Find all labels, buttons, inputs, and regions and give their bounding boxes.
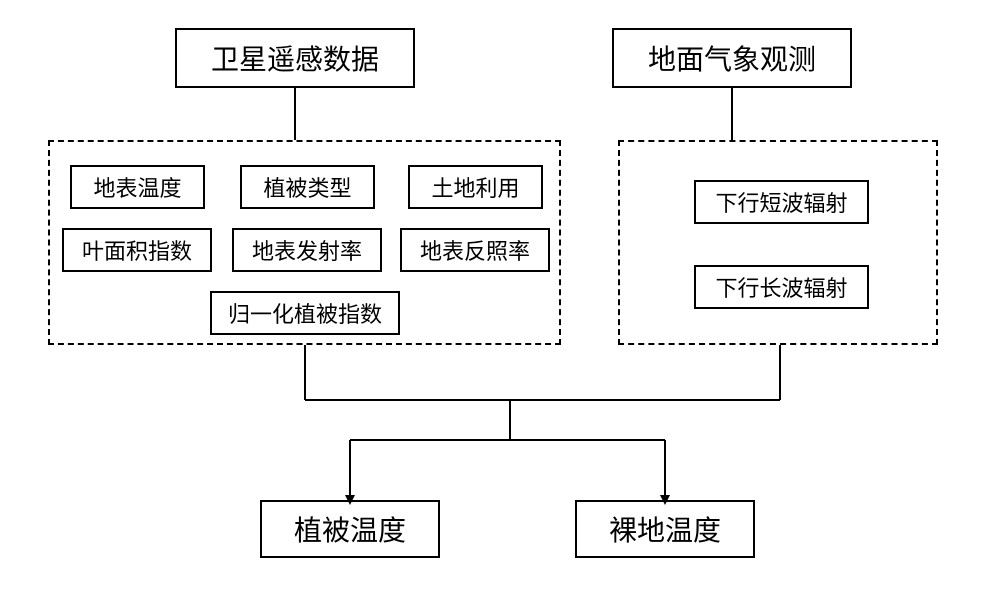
node-surface-emissivity: 地表发射率 xyxy=(232,228,382,272)
node-vegetation-temp: 植被温度 xyxy=(260,500,440,558)
node-ground-observation: 地面气象观测 xyxy=(612,28,852,88)
node-bare-soil-temp: 裸地温度 xyxy=(575,500,755,558)
node-label: 叶面积指数 xyxy=(82,234,192,266)
node-label: 卫星遥感数据 xyxy=(211,38,379,78)
node-label: 地表发射率 xyxy=(252,234,362,266)
node-vegetation-type: 植被类型 xyxy=(240,165,375,209)
node-label: 植被温度 xyxy=(294,509,406,549)
node-longwave-radiation: 下行长波辐射 xyxy=(694,265,869,309)
node-label: 裸地温度 xyxy=(609,509,721,549)
node-shortwave-radiation: 下行短波辐射 xyxy=(694,180,869,224)
node-surface-temp: 地表温度 xyxy=(70,165,205,209)
node-label: 下行长波辐射 xyxy=(715,271,847,303)
node-label: 归一化植被指数 xyxy=(228,297,382,329)
node-label: 地面气象观测 xyxy=(648,38,816,78)
node-leaf-area-index: 叶面积指数 xyxy=(62,228,212,272)
node-satellite-data: 卫星遥感数据 xyxy=(175,28,415,88)
node-ndvi: 归一化植被指数 xyxy=(210,291,400,335)
node-label: 土地利用 xyxy=(431,171,519,203)
node-label: 地表反照率 xyxy=(420,234,530,266)
node-label: 地表温度 xyxy=(93,171,181,203)
group-ground-params xyxy=(618,140,938,345)
node-label: 下行短波辐射 xyxy=(715,186,847,218)
node-land-use: 土地利用 xyxy=(408,165,543,209)
node-surface-albedo: 地表反照率 xyxy=(400,228,550,272)
node-label: 植被类型 xyxy=(263,171,351,203)
